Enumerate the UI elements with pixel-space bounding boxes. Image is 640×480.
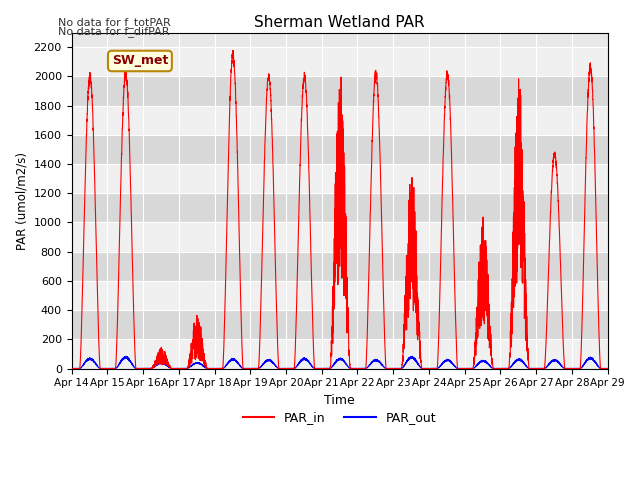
Bar xyxy=(72,135,608,164)
Text: SW_met: SW_met xyxy=(112,54,168,68)
Legend: PAR_in, PAR_out: PAR_in, PAR_out xyxy=(238,407,442,430)
PAR_out xyxy=(68,366,76,372)
Bar xyxy=(72,164,608,193)
Text: No data for f_totPAR: No data for f_totPAR xyxy=(58,17,170,28)
Title: Sherman Wetland PAR: Sherman Wetland PAR xyxy=(254,15,425,30)
Bar xyxy=(72,47,608,76)
PAR_out xyxy=(122,353,130,359)
PAR_in xyxy=(319,366,327,372)
Line: PAR_in: PAR_in xyxy=(72,50,607,369)
X-axis label: Time: Time xyxy=(324,394,355,407)
PAR_in xyxy=(490,366,498,372)
Line: PAR_out: PAR_out xyxy=(72,356,607,369)
PAR_out xyxy=(603,366,611,372)
PAR_in xyxy=(229,48,237,53)
PAR_in xyxy=(164,360,172,366)
Bar xyxy=(72,76,608,106)
PAR_in xyxy=(603,366,611,372)
Bar xyxy=(72,310,608,339)
Bar xyxy=(72,193,608,222)
PAR_out xyxy=(490,366,498,372)
Text: No data for f_difPAR: No data for f_difPAR xyxy=(58,26,169,37)
Bar xyxy=(72,281,608,310)
PAR_out xyxy=(164,363,172,369)
PAR_out xyxy=(604,366,611,372)
PAR_in xyxy=(430,366,438,372)
Bar xyxy=(72,106,608,135)
PAR_out xyxy=(319,366,327,372)
PAR_in xyxy=(68,366,76,372)
PAR_in xyxy=(604,366,611,372)
Bar xyxy=(72,252,608,281)
Y-axis label: PAR (umol/m2/s): PAR (umol/m2/s) xyxy=(15,152,28,250)
Bar xyxy=(72,339,608,369)
PAR_out xyxy=(430,366,438,372)
PAR_in xyxy=(460,366,467,372)
Bar xyxy=(72,222,608,252)
PAR_out xyxy=(460,366,467,372)
